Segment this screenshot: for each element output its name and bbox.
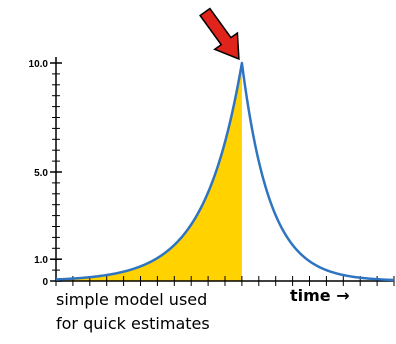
y-tick-label: 10.0: [29, 59, 49, 70]
peak-arrow: [199, 7, 240, 61]
y-tick-label: 1.0: [34, 255, 48, 266]
chart-caption: simple model used for quick estimates: [56, 288, 210, 336]
caption-line-2: for quick estimates: [56, 314, 210, 333]
shaded-area: [56, 63, 242, 281]
y-tick-label: 0: [42, 277, 48, 288]
series-line: [55, 61, 395, 282]
caption-line-1: simple model used: [56, 290, 208, 309]
x-axis-label: time →: [290, 286, 350, 305]
y-tick-label: 5.0: [34, 168, 48, 179]
